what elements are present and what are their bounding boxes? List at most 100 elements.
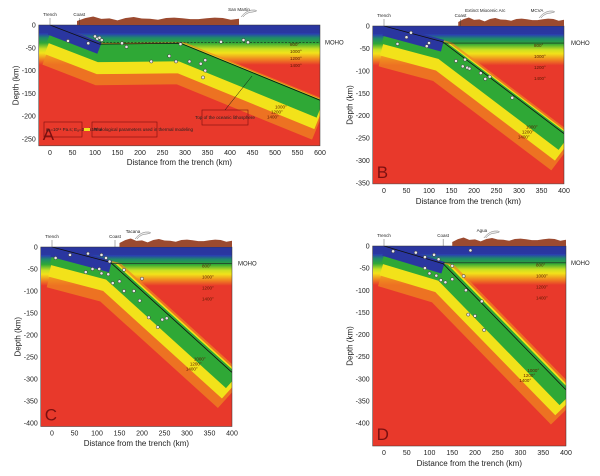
x-tick-label: 600 — [314, 150, 326, 157]
earthquake-hypocenter — [479, 299, 484, 304]
topography-profile — [452, 237, 566, 246]
x-tick-label: 0 — [382, 188, 386, 195]
y-tick-label: -400 — [356, 421, 370, 428]
x-tick-label: 150 — [112, 150, 124, 157]
upper-crust-layer — [38, 25, 320, 34]
earthquake-hypocenter — [132, 289, 136, 293]
earthquake-hypocenter — [423, 255, 427, 259]
x-tick-label: 200 — [136, 431, 148, 438]
earthquake-hypocenter — [66, 39, 70, 43]
y-tick-label: -350 — [24, 399, 38, 406]
earthquake-hypocenter — [187, 59, 192, 64]
earthquake-hypocenter — [478, 71, 483, 75]
earthquake-hypocenter — [107, 259, 112, 264]
location-label: Extinct Miocenic Arc — [465, 8, 506, 13]
x-tick-label: 0 — [382, 450, 386, 457]
isotherm-label: 1200° — [290, 56, 302, 61]
earthquake-hypocenter — [443, 280, 448, 285]
earthquake-hypocenter — [174, 59, 178, 64]
earthquake-hypocenter — [203, 68, 208, 73]
y-tick-label: -400 — [24, 421, 38, 428]
moho-label: MOHO — [325, 40, 344, 46]
earthquake-hypocenter — [68, 253, 72, 257]
earthquake-hypocenter — [219, 40, 223, 44]
earthquake-hypocenter — [120, 41, 124, 46]
slab-top-line — [383, 246, 566, 391]
slab-top-line — [383, 26, 564, 134]
isotherm-label: 1000° — [290, 49, 302, 54]
earthquake-hypocenter — [461, 274, 466, 278]
x-axis-title: Distance from the trench (km) — [84, 439, 190, 448]
y-tick-label: -350 — [356, 181, 370, 188]
earthquake-hypocenter — [404, 35, 409, 40]
y-tick-label: -200 — [356, 113, 370, 120]
earthquake-hypocenter — [246, 40, 250, 45]
panel-d: Trench Coast Agua 0 50 100 150 200 250 300 350 400 0… — [346, 228, 590, 468]
x-tick-label: 350 — [202, 150, 214, 157]
y-tick-label: -300 — [24, 377, 38, 384]
x-axis-title: Distance from the trench (km) — [416, 197, 522, 206]
earthquake-hypocenter — [409, 30, 413, 35]
earthquake-hypocenter — [106, 272, 111, 277]
earthquake-hypocenter — [83, 270, 88, 274]
annotation-text: Top of the oceanic lithosphere — [195, 115, 255, 120]
x-tick-label: 400 — [558, 188, 570, 195]
earthquake-hypocenter — [124, 45, 129, 49]
earthquake-hypocenter — [53, 256, 58, 260]
y-tick-label: -50 — [360, 46, 370, 53]
x-tick-label: 250 — [492, 450, 504, 457]
earthquake-hypocenter — [104, 256, 108, 260]
y-tick-label: 0 — [34, 245, 38, 252]
volcanic-plume-icon — [240, 9, 257, 18]
earthquake-hypocenter — [432, 253, 436, 257]
moho-label: MOHO — [238, 262, 257, 268]
x-tick-label: 450 — [247, 150, 259, 157]
annotation-arrow — [224, 75, 253, 111]
topography-profile — [77, 16, 239, 25]
legend-params-box — [43, 121, 83, 138]
earthquake-hypocenter — [167, 54, 172, 58]
location-label: Trench — [377, 13, 391, 18]
earthquake-hypocenter — [201, 75, 205, 80]
panel-letter: D — [377, 425, 389, 444]
moho-label: MOHO — [571, 261, 590, 267]
earthquake-hypocenter — [155, 325, 160, 329]
upper-crust-layer — [40, 247, 232, 255]
earthquake-hypocenter — [110, 281, 115, 285]
isotherm-label: 1000° — [194, 357, 206, 362]
earthquake-hypocenter — [122, 289, 126, 293]
earthquake-hypocenter — [164, 316, 169, 321]
x-tick-label: 0 — [50, 431, 54, 438]
y-axis-title: Depth (km) — [12, 65, 21, 105]
x-tick-label: 200 — [469, 450, 481, 457]
y-tick-label: -300 — [356, 158, 370, 165]
isotherm-label: 1000° — [275, 105, 287, 110]
x-tick-label: 250 — [157, 150, 169, 157]
legend-params-text: η₀=10¹⁹ Pa.s; Eₐ=250kJ/mol — [46, 127, 102, 132]
x-tick-label: 300 — [513, 188, 525, 195]
location-label: Trench — [45, 234, 59, 239]
y-tick-label: -150 — [24, 311, 38, 318]
y-tick-label: -250 — [24, 355, 38, 362]
earthquake-hypocenter — [427, 271, 432, 276]
y-tick-label: -250 — [356, 354, 370, 361]
earthquake-hypocenter — [93, 34, 97, 39]
x-tick-label: 350 — [204, 431, 216, 438]
y-tick-label: 0 — [366, 24, 370, 31]
earthquake-hypocenter — [391, 249, 395, 254]
earthquake-hypocenter — [467, 66, 472, 71]
x-tick-label: 100 — [89, 150, 101, 157]
volcanic-plume-icon — [134, 231, 151, 240]
y-axis-title: Depth (km) — [346, 85, 355, 125]
location-label: Tacana — [126, 229, 141, 234]
earthquake-hypocenter — [241, 38, 246, 42]
earthquake-hypocenter — [395, 42, 400, 46]
y-tick-label: 0 — [366, 244, 370, 251]
y-tick-label: 0 — [32, 23, 36, 30]
thermal-plot — [372, 26, 564, 184]
earthquake-hypocenter — [434, 273, 439, 278]
x-tick-label: 500 — [269, 150, 281, 157]
slab-top-line — [49, 25, 320, 101]
earthquake-hypocenter — [464, 288, 468, 293]
